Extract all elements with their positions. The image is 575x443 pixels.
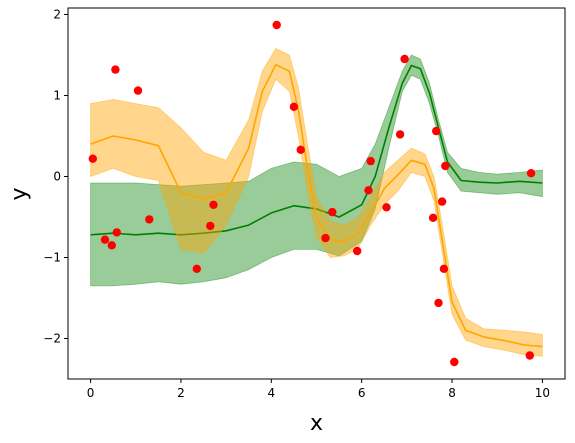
data-point [289,102,299,112]
data-point [100,235,110,244]
data-point [434,298,443,308]
data-point [107,241,117,250]
mean-line-2 [90,63,543,348]
data-point [366,156,375,166]
data-point [206,221,215,231]
y-tick-label: 0 [53,169,61,183]
data-point [364,186,373,195]
data-point [133,86,143,95]
data-point [353,246,362,256]
data-point [382,203,391,212]
data-point [145,215,154,224]
data-point [111,65,120,74]
y-tick-label: 2 [53,7,61,21]
data-point [112,228,122,237]
x-axis-label: x [310,411,323,436]
y-axis-label: y [7,187,32,200]
x-tick-label: 4 [267,386,275,400]
data-point [437,197,447,206]
data-point [439,264,449,273]
confidence-band-1 [90,54,543,287]
data-point [272,20,281,30]
y-tick-label: −1 [43,250,61,264]
data-point [526,169,536,178]
confidence-band-2 [90,47,543,357]
plot-area [88,20,543,367]
x-tick-label: 8 [448,386,456,400]
ticks: 0 2 4 6 8 10 −2 −1 0 1 2 [43,7,550,400]
data-point [88,154,98,163]
data-point [296,145,305,154]
x-tick-label: 2 [177,386,185,400]
data-point [450,357,459,367]
data-point [400,54,409,64]
data-point [328,207,337,217]
data-point [209,200,218,209]
x-tick-label: 6 [358,386,366,400]
data-point [192,264,201,273]
x-tick-label: 10 [535,386,550,400]
axes-frame [67,7,566,380]
data-point [428,213,438,222]
data-point [441,161,450,171]
data-point [321,233,330,243]
x-tick-label: 0 [87,386,95,400]
data-point [395,130,405,139]
y-tick-label: 1 [53,88,61,102]
y-tick-label: −2 [43,331,61,345]
data-point [525,351,534,360]
data-point [432,126,441,136]
